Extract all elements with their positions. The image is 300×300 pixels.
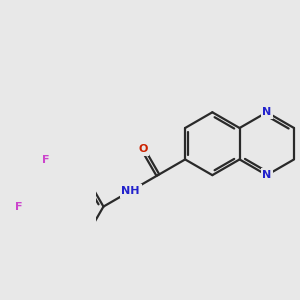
Text: F: F <box>42 155 49 165</box>
Text: O: O <box>138 144 148 154</box>
Text: NH: NH <box>122 186 140 196</box>
Text: F: F <box>15 202 22 212</box>
Text: N: N <box>262 170 272 180</box>
Text: N: N <box>262 107 272 117</box>
